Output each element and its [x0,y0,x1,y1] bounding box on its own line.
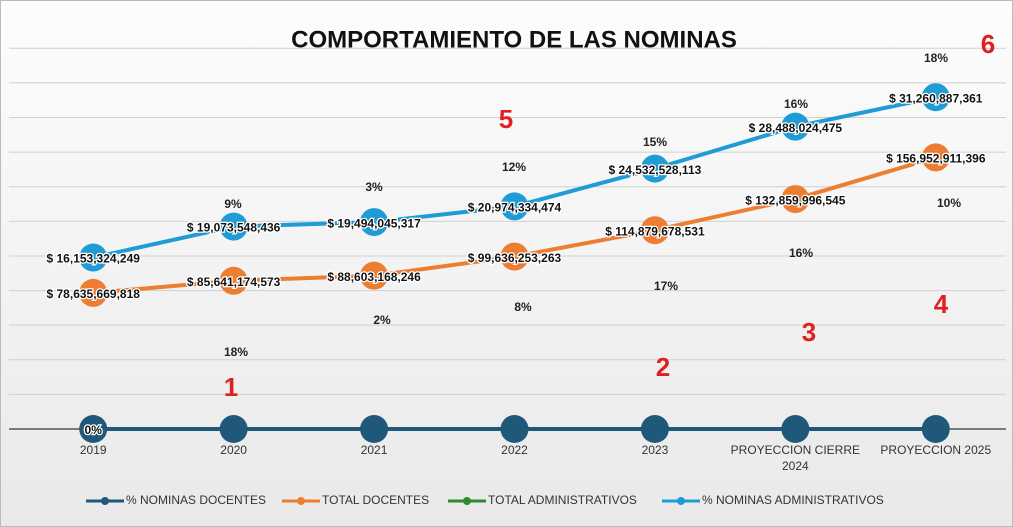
red-marker: 1 [224,372,238,402]
point [219,212,248,241]
data-label: $ 16,153,324,249 [47,252,141,266]
point [360,208,389,237]
red-marker: 4 [934,289,949,319]
point [219,415,248,443]
x-tick-label: 2023 [641,443,669,457]
annotation: 16% [784,97,808,111]
data-label: $ 114,879,678,531 [605,224,705,238]
x-tick-label: PROYECCION CIERRE 2024 [730,443,861,473]
point [640,415,669,443]
red-marker: 2 [656,352,670,382]
annotation: 18% [224,345,248,359]
data-label: $ 20,974,334,474 [468,201,562,215]
x-tick-label: 2021 [360,443,388,457]
data-label: $ 31,260,887,361 [889,91,983,105]
annotation: 15% [643,135,667,149]
legend-label: % NOMINAS ADMINISTRATIVOS [702,493,884,507]
point [640,216,669,245]
x-tick-label: 2020 [220,443,247,457]
annotation: 12% [502,160,526,174]
point [921,83,950,112]
data-label: $ 19,494,045,317 [327,216,421,230]
point [79,415,108,443]
point [219,266,248,295]
annotation: 8% [514,300,532,314]
annotation: 2% [373,313,391,327]
point [360,415,389,443]
point [360,261,389,290]
annotation: 16% [789,246,813,260]
legend-label: TOTAL ADMINISTRATIVOS [488,493,637,507]
point [781,185,810,214]
data-label: 0% [85,423,103,437]
data-label: $ 156,952,911,396 [886,152,986,166]
data-label: $ 78,635,669,818 [47,287,141,301]
point [500,192,529,221]
data-label: $ 85,641,174,573 [187,275,281,289]
x-tick-label: 2019 [79,443,107,457]
legend-marker [463,497,471,505]
x-tick-label: PROYECCION 2025 [880,443,992,457]
legend-label: TOTAL DOCENTES [322,493,429,507]
annotation: 3% [365,180,383,194]
point [500,242,529,271]
annotation: 9% [224,197,242,211]
legend-marker [101,497,109,505]
data-label: $ 88,603,168,246 [327,270,421,284]
point [781,112,810,141]
x-tick-label: 2022 [501,443,528,457]
annotation: 17% [654,279,678,293]
legend-marker [297,497,305,505]
data-label: $ 24,532,528,113 [609,163,702,177]
point [79,278,108,307]
point [921,143,950,172]
red-marker: 3 [802,317,816,347]
annotation: 10% [937,196,961,210]
chart-title: COMPORTAMIENTO DE LAS NOMINAS [291,26,737,53]
data-label: $ 132,859,996,545 [745,193,845,207]
data-label: $ 28,488,024,475 [749,121,843,135]
red-marker: 5 [499,104,513,134]
data-label: $ 19,073,548,436 [187,221,281,235]
point [79,243,108,272]
red-marker: 6 [981,29,995,59]
annotation: 18% [924,51,948,65]
legend-label: % NOMINAS DOCENTES [126,493,266,507]
point [640,154,669,183]
point [781,415,810,443]
point [500,415,529,443]
legend-marker [677,497,685,505]
point [921,415,950,443]
data-label: $ 99,636,253,263 [468,251,562,265]
